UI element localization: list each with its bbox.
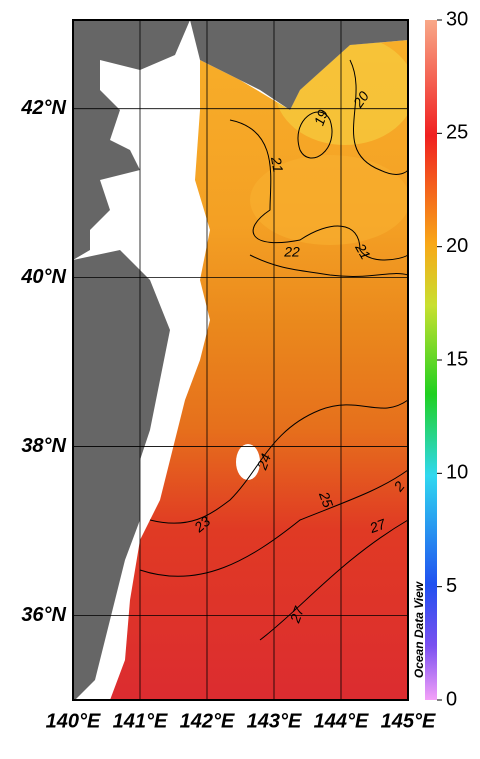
- field-blob: [250, 155, 408, 245]
- y-tick-label: 40°N: [20, 266, 66, 288]
- contour-label: 27: [286, 603, 307, 625]
- contour: [297, 111, 333, 159]
- contour: [149, 399, 409, 524]
- x-tick-label: 140°E: [46, 710, 101, 732]
- colorbar-label: 30: [446, 8, 468, 30]
- contour-label: 20: [349, 88, 372, 111]
- contour-label: 21: [268, 155, 287, 174]
- contour: [229, 119, 409, 261]
- x-tick-label: 143°E: [247, 710, 302, 732]
- contour-label: 25: [316, 489, 337, 510]
- colorbar: [425, 20, 437, 700]
- x-tick-label: 144°E: [314, 710, 369, 732]
- gap: [236, 444, 260, 480]
- frame-area: [73, 20, 409, 700]
- x-tick-label: 141°E: [113, 710, 168, 732]
- land: [73, 20, 190, 700]
- contour-label: 22: [283, 244, 300, 260]
- contour-label: 24: [253, 451, 274, 472]
- colorbar-label: 0: [446, 688, 457, 710]
- y-tick-label: 42°N: [20, 97, 66, 119]
- contour: [349, 59, 409, 175]
- contours: [139, 59, 409, 641]
- colorbar-label: 5: [446, 575, 457, 597]
- contour: [249, 254, 409, 277]
- watermark: Ocean Data View: [412, 581, 426, 678]
- x-tick-label: 142°E: [180, 710, 235, 732]
- contour-label: 21: [352, 240, 374, 262]
- y-tick-label: 36°N: [21, 604, 66, 626]
- land: [190, 20, 408, 110]
- x-tick-label: 145°E: [381, 710, 436, 732]
- colorbar-label: 15: [446, 348, 468, 370]
- colorbar-label: 20: [446, 235, 468, 257]
- contour-label: 27: [367, 515, 389, 536]
- y-tick-label: 38°N: [21, 435, 66, 457]
- contour-label: 19: [311, 107, 331, 127]
- colorbar-label: 25: [446, 122, 468, 144]
- contour: [139, 469, 409, 577]
- colorbar-label: 10: [446, 462, 468, 484]
